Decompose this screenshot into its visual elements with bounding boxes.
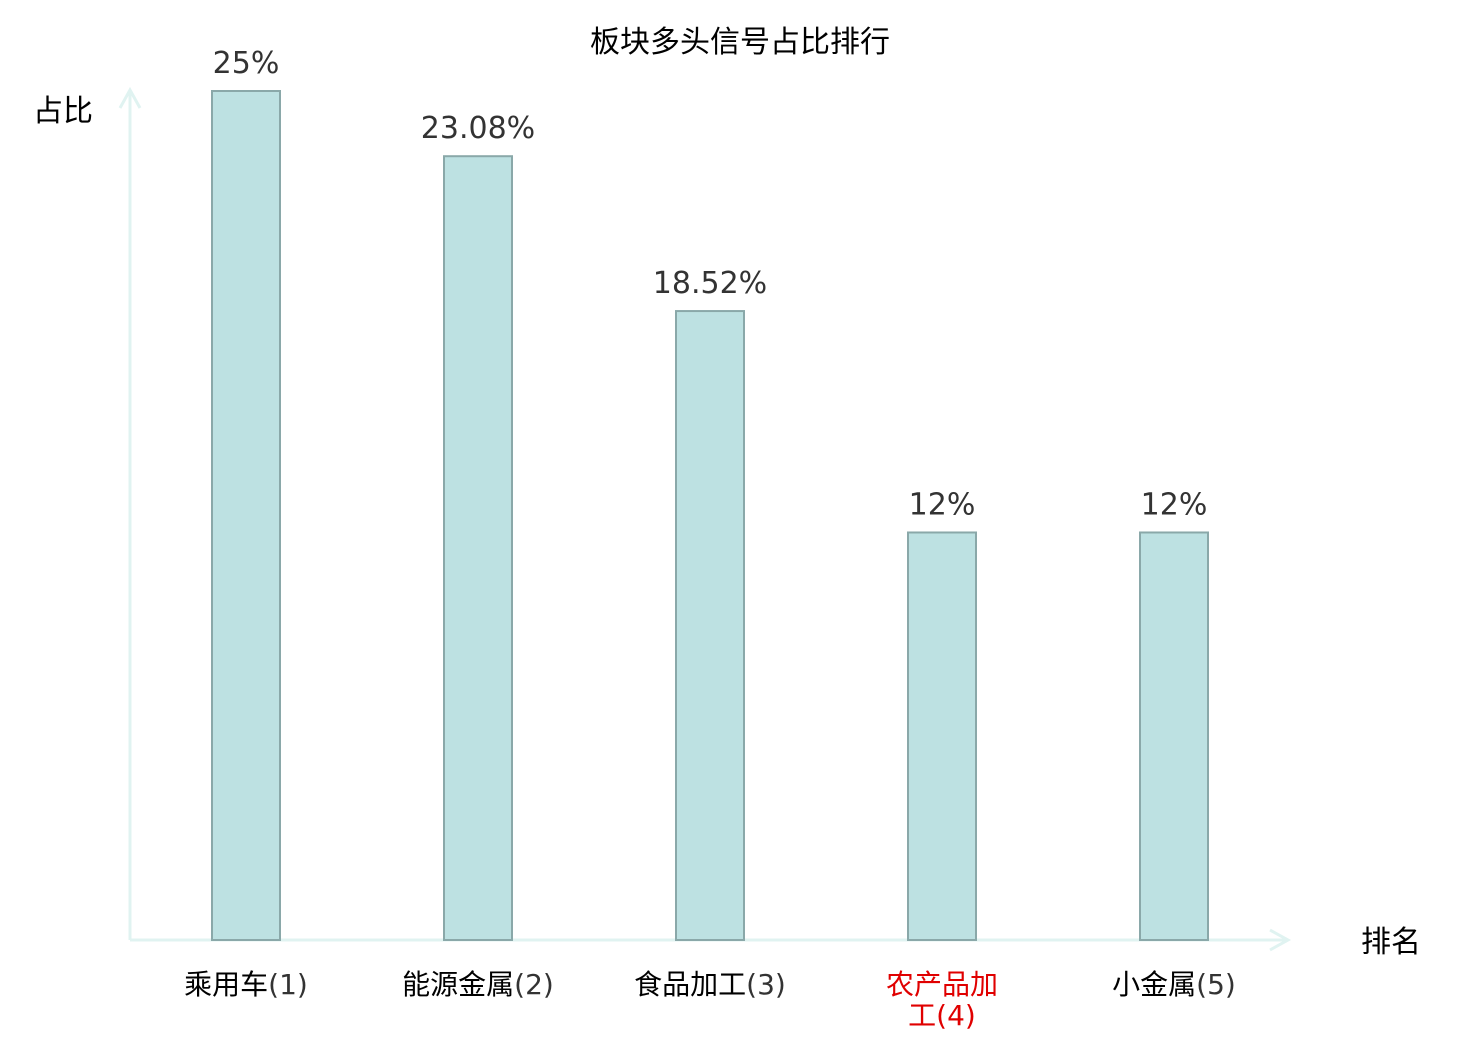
category-text: 能源金属(2) [402,968,554,1001]
bar-2 [443,155,513,942]
category-text: 乘用车(1) [184,968,308,1001]
category-rank: (1) [268,968,308,1001]
bar-3 [675,310,745,941]
category-label-2: 能源金属(2) [402,968,554,1001]
y-axis-label: 占比 [33,94,93,129]
value-label-3: 18.52% [653,266,767,301]
category-rank: (4) [936,999,976,1032]
y-axis-arrow-icon [118,86,142,109]
category-name: 食品加工 [634,968,746,1001]
bar-5 [1139,531,1209,941]
value-label-1: 25% [213,46,280,81]
category-rank: (5) [1196,968,1236,1001]
chart-title: 板块多头信号占比排行 [590,25,890,60]
bar-4 [907,531,977,941]
x-axis-arrow-icon [1269,928,1292,952]
value-label-5: 12% [1141,487,1208,522]
category-label-3: 食品加工(3) [634,968,786,1001]
category-rank: (2) [514,968,554,1001]
x-axis-label: 排名 [1361,925,1421,960]
bars [211,90,1209,942]
category-name: 乘用车 [184,968,268,1001]
value-labels: 25% 23.08% 18.52% 12% 12% [213,46,1208,522]
category-name: 能源金属 [402,968,514,1001]
y-axis [118,86,142,940]
category-text: 食品加工(3) [634,968,786,1001]
category-name-continued: 工(4) [908,999,976,1032]
category-name: 农产品加 [886,968,998,1001]
value-label-2: 23.08% [421,111,535,146]
bar-1 [211,90,281,941]
category-name-rest: 工 [908,999,936,1032]
value-label-4: 12% [909,487,976,522]
category-name: 小金属 [1112,968,1196,1001]
category-text: 小金属(5) [1112,968,1236,1001]
category-label-1: 乘用车(1) [184,968,308,1001]
category-label-5: 小金属(5) [1112,968,1236,1001]
category-rank: (3) [746,968,786,1001]
